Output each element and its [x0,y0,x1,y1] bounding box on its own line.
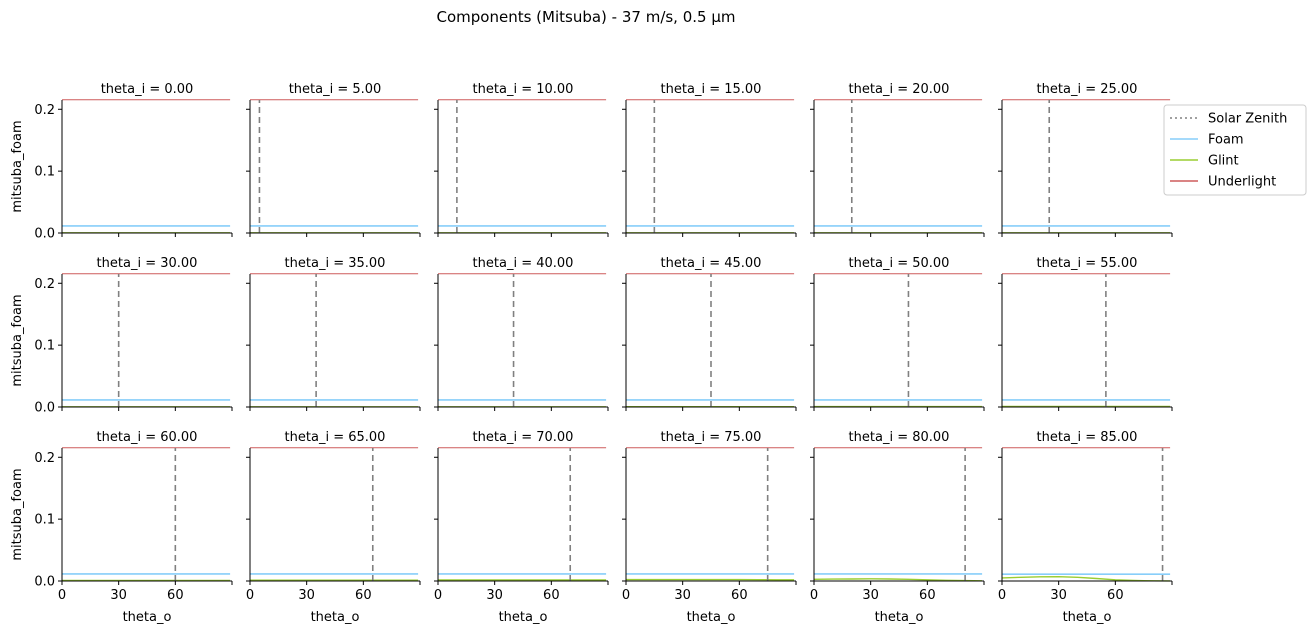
panel-10: theta_i = 50.00 [810,256,985,411]
x-tick-label: 30 [110,588,127,603]
panel-title: theta_i = 35.00 [285,256,386,271]
panel-13: theta_i = 65.00 0 30 60 theta_o [246,430,421,625]
panel-14: theta_i = 70.00 0 30 60 theta_o [434,430,609,625]
chart-title: Components (Mitsuba) - 37 m/s, 0.5 µm [437,8,736,26]
x-axis-label: theta_o [499,610,548,625]
y-axis-label: mitsuba_foam [10,468,25,560]
x-tick-label: 60 [167,588,184,603]
panel-15: theta_i = 75.00 0 30 60 theta_o [622,430,797,625]
legend-label: Foam [1208,133,1244,148]
y-tick-label: 0.2 [34,103,55,118]
x-tick-label: 0 [998,588,1006,603]
y-tick-label: 0.1 [34,513,55,528]
x-tick-label: 60 [1107,588,1124,603]
panel-title: theta_i = 30.00 [97,256,198,271]
panel-8: theta_i = 40.00 [434,256,609,411]
panel-3: theta_i = 15.00 [622,82,797,237]
y-tick-label: 0.2 [34,277,55,292]
panel-7: theta_i = 35.00 [246,256,421,411]
x-tick-label: 30 [1050,588,1067,603]
panel-title: theta_i = 60.00 [97,430,198,445]
panel-title: theta_i = 55.00 [1037,256,1138,271]
panel-title: theta_i = 80.00 [849,430,950,445]
panel-9: theta_i = 45.00 [622,256,797,411]
x-axis-label: theta_o [123,610,172,625]
x-axis-label: theta_o [687,610,736,625]
y-tick-label: 0.0 [34,227,55,242]
y-tick-label: 0.0 [34,575,55,590]
panel-16: theta_i = 80.00 0 30 60 theta_o [810,430,985,625]
legend-label: Underlight [1208,175,1276,190]
panel-2: theta_i = 10.00 [434,82,609,237]
x-tick-label: 60 [919,588,936,603]
panel-title: theta_i = 10.00 [473,82,574,97]
x-tick-label: 60 [543,588,560,603]
y-tick-label: 0.1 [34,339,55,354]
panel-title: theta_i = 15.00 [661,82,762,97]
panel-title: theta_i = 85.00 [1037,430,1138,445]
panel-title: theta_i = 70.00 [473,430,574,445]
panel-title: theta_i = 40.00 [473,256,574,271]
panel-title: theta_i = 20.00 [849,82,950,97]
panel-title: theta_i = 75.00 [661,430,762,445]
x-tick-label: 30 [862,588,879,603]
panel-title: theta_i = 50.00 [849,256,950,271]
panel-title: theta_i = 65.00 [285,430,386,445]
x-tick-label: 0 [810,588,818,603]
panel-title: theta_i = 25.00 [1037,82,1138,97]
y-tick-label: 0.0 [34,401,55,416]
panel-5: theta_i = 25.00 [998,82,1173,237]
legend-frame [1163,104,1307,196]
x-axis-label: theta_o [311,610,360,625]
panels-grid: theta_i = 0.000.00.10.2mitsuba_foamtheta… [10,82,1173,625]
panel-6: theta_i = 30.00 0.0 0.1 0.2 mitsuba_foam [10,256,233,416]
x-tick-label: 30 [486,588,503,603]
x-tick-label: 0 [434,588,442,603]
glint-line [813,578,983,582]
x-axis-label: theta_o [1063,610,1112,625]
legend-label: Glint [1208,154,1239,169]
x-tick-label: 30 [674,588,691,603]
panel-11: theta_i = 55.00 [998,256,1173,411]
panel-title: theta_i = 0.00 [101,82,194,97]
x-tick-label: 0 [58,588,66,603]
panel-title: theta_i = 45.00 [661,256,762,271]
legend: Solar Zenith Foam Glint Underlight [1163,104,1307,196]
panel-12: theta_i = 60.00 0 30 60 0.0 0.1 0.2 theta_o mits… [10,430,233,625]
y-axis-label: mitsuba_foam [10,294,25,386]
panel-1: theta_i = 5.00 [246,82,421,237]
panel-title: theta_i = 5.00 [289,82,382,97]
glint-line [1001,575,1171,582]
panel-4: theta_i = 20.00 [810,82,985,237]
x-axis-label: theta_o [875,610,924,625]
x-tick-label: 0 [246,588,254,603]
legend-label: Solar Zenith [1208,112,1287,127]
y-tick-label: 0.1 [34,165,55,180]
panel-17: theta_i = 85.00 0 30 60 theta_o [998,430,1173,625]
y-axis-label: mitsuba_foam [10,120,25,212]
panel-0: theta_i = 0.00 0.0 0.1 0.2 mitsuba_foam [10,82,233,242]
x-tick-label: 60 [355,588,372,603]
x-tick-label: 0 [622,588,630,603]
x-tick-label: 30 [298,588,315,603]
x-tick-label: 60 [731,588,748,603]
y-tick-label: 0.2 [34,451,55,466]
